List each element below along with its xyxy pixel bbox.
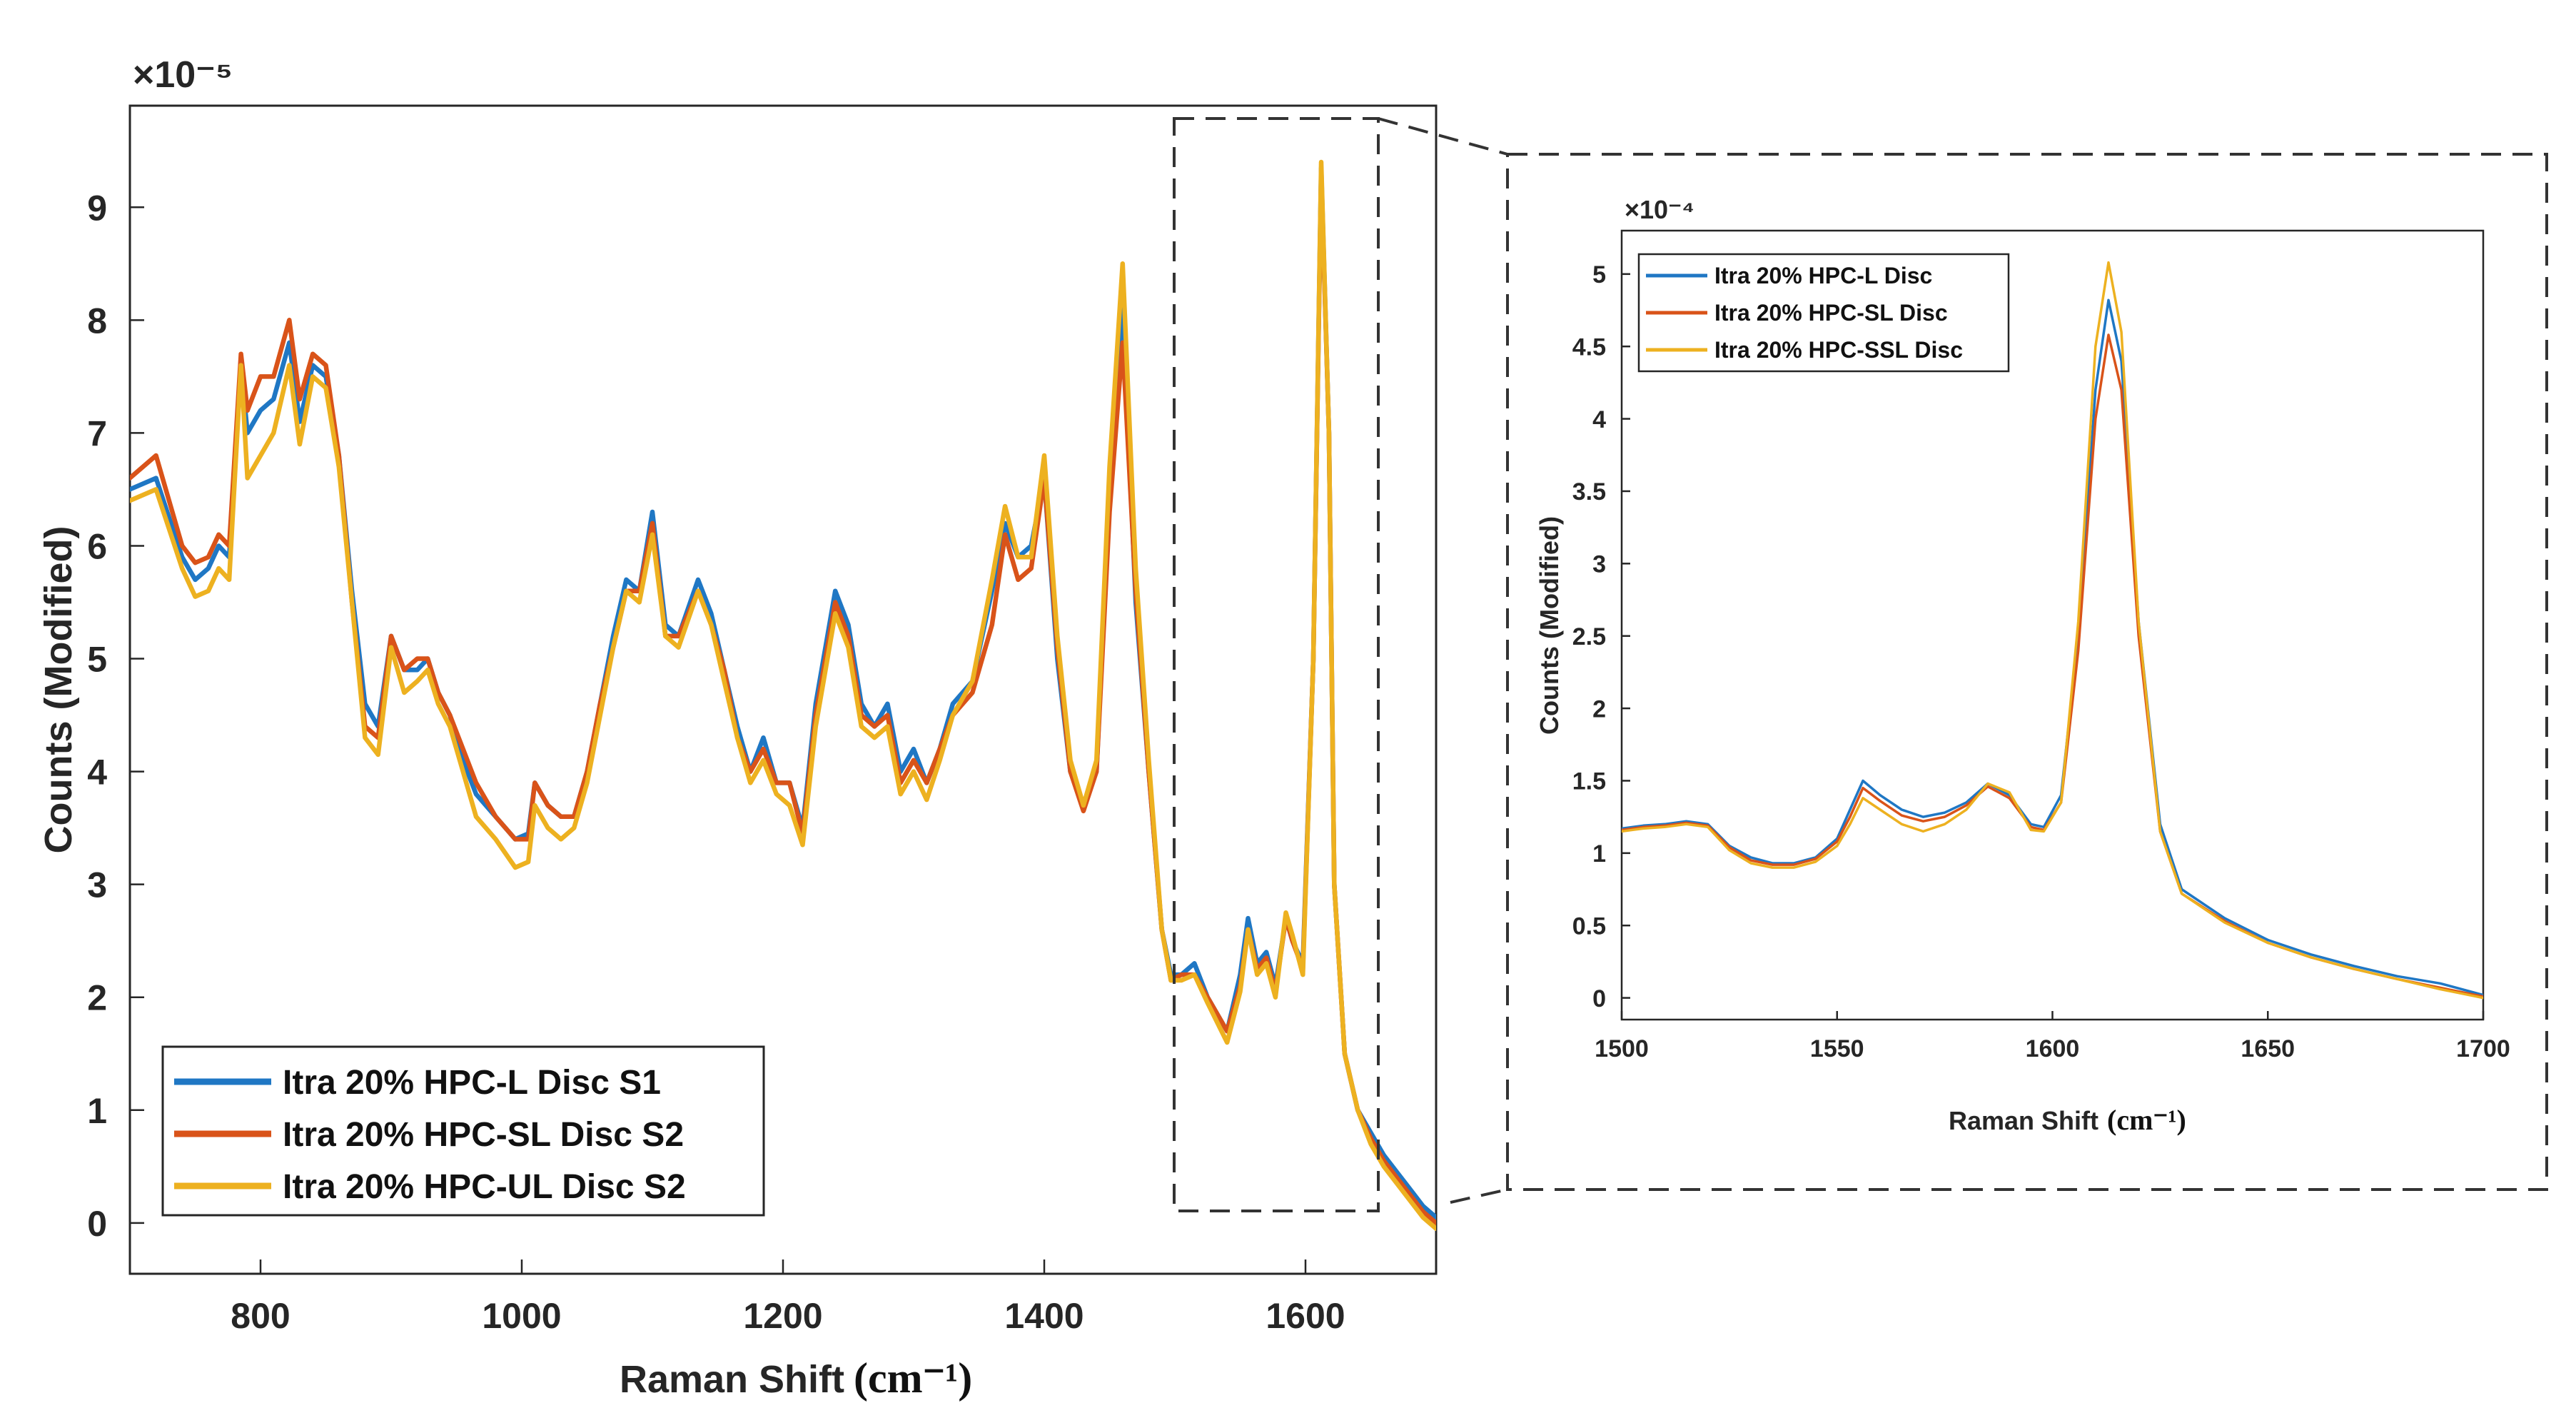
inset-y-tick-label: 0: [1592, 985, 1606, 1012]
zoom-connector-bottom: [1450, 1188, 1508, 1204]
inset-series-lines: [1622, 261, 2483, 1000]
main-x-tick-label: 1200: [743, 1296, 822, 1336]
inset-x-tick-label: 1500: [1595, 1035, 1649, 1062]
inset-y-tick-label: 3.5: [1572, 478, 1606, 506]
main-legend-entry: Itra 20% HPC-L Disc S1: [174, 1064, 661, 1102]
inset-y-tick-label: 5: [1592, 261, 1606, 288]
main-legend-label-2: Itra 20% HPC-SL Disc S2: [283, 1116, 684, 1154]
inset-y-tick-label: 2.5: [1572, 623, 1606, 650]
main-legend-entry: Itra 20% HPC-UL Disc S2: [174, 1168, 686, 1206]
inset-y-tick-label: 0.5: [1572, 912, 1606, 940]
inset-y-tick-label: 1: [1592, 840, 1606, 868]
main-y-tick-label: 0: [87, 1204, 107, 1244]
inset-legend-label-3: Itra 20% HPC-SSL Disc: [1714, 337, 1963, 363]
main-x-axis-label: Raman Shift: [620, 1358, 844, 1401]
inset-panel-box: [1506, 153, 2548, 1191]
main-x-tick-label: 1000: [482, 1296, 561, 1336]
zoom-region-box: [1173, 117, 1380, 1212]
inset-legend-entry: Itra 20% HPC-L Disc: [1646, 263, 1932, 288]
main-y-axis-label: Counts (Modified): [37, 526, 80, 854]
inset-legend: Itra 20% HPC-L Disc Itra 20% HPC-SL Disc…: [1637, 253, 2010, 373]
inset-legend-entry: Itra 20% HPC-SSL Disc: [1646, 337, 1963, 363]
inset-y-tick-label: 3: [1592, 551, 1606, 578]
main-series-line-3: [130, 159, 1436, 1232]
inset-legend-label-1: Itra 20% HPC-L Disc: [1714, 263, 1932, 288]
main-x-tick-label: 1400: [1004, 1296, 1084, 1336]
main-x-tick-label: 800: [231, 1296, 290, 1336]
main-y-tick-label: 7: [87, 413, 107, 453]
main-chart: 0 1 2 3 4 5 6 7 8 9 800 1000 1200 1400 1600 ×10⁻⁵ Cou…: [37, 54, 1438, 1402]
inset-x-axis-label: Raman Shift: [1949, 1106, 2098, 1135]
main-y-tick-label: 3: [87, 865, 107, 905]
main-y-tick-label: 1: [87, 1091, 107, 1131]
inset-y-tick-label: 4: [1592, 406, 1606, 433]
main-x-ticks: 800 1000 1200 1400 1600: [231, 1259, 1345, 1336]
main-y-tick-label: 8: [87, 301, 107, 341]
inset-x-tick-label: 1650: [2241, 1035, 2295, 1062]
main-y-tick-label: 6: [87, 526, 107, 566]
inset-legend-entry: Itra 20% HPC-SL Disc: [1646, 300, 1948, 326]
main-x-axis-unit: (cm⁻¹): [854, 1354, 972, 1402]
main-series-lines: [130, 159, 1436, 1232]
inset-chart: 0 0.5 1 1.5 2 2.5 3 3.5 4 4.5 5 1500 1550 1600 1650 17…: [1535, 195, 2510, 1136]
inset-y-exponent: ×10⁻⁴: [1625, 195, 1694, 224]
inset-x-axis-title: Raman Shift (cm⁻¹): [1949, 1104, 2186, 1136]
main-y-exponent: ×10⁻⁵: [133, 54, 233, 96]
zoom-connector-top: [1378, 117, 1508, 156]
main-legend-label-3: Itra 20% HPC-UL Disc S2: [283, 1168, 686, 1206]
inset-x-axis-unit: (cm⁻¹): [2107, 1104, 2186, 1136]
main-legend-entry: Itra 20% HPC-SL Disc S2: [174, 1116, 684, 1154]
inset-x-tick-label: 1550: [1810, 1035, 1864, 1062]
inset-series-line-3: [1622, 261, 2483, 1000]
main-y-tick-label: 2: [87, 978, 107, 1018]
inset-x-tick-label: 1600: [2026, 1035, 2080, 1062]
inset-y-ticks: 0 0.5 1 1.5 2 2.5 3 3.5 4 4.5 5: [1572, 261, 1630, 1012]
main-x-axis-title: Raman Shift (cm⁻¹): [620, 1354, 972, 1402]
main-y-ticks: 0 1 2 3 4 5 6 7 8 9: [87, 188, 144, 1244]
main-y-tick-label: 4: [87, 753, 107, 793]
inset-x-tick-label: 1700: [2456, 1035, 2510, 1062]
inset-y-tick-label: 2: [1592, 695, 1606, 723]
main-y-tick-label: 5: [87, 640, 107, 680]
inset-legend-label-2: Itra 20% HPC-SL Disc: [1714, 300, 1948, 326]
inset-y-tick-label: 4.5: [1572, 333, 1606, 361]
main-legend: Itra 20% HPC-L Disc S1 Itra 20% HPC-SL D…: [161, 1045, 765, 1217]
inset-x-ticks: 1500 1550 1600 1650 1700: [1595, 1011, 2510, 1062]
main-y-tick-label: 9: [87, 188, 107, 228]
inset-y-tick-label: 1.5: [1572, 768, 1606, 795]
main-x-tick-label: 1600: [1266, 1296, 1345, 1336]
inset-y-axis-label: Counts (Modified): [1535, 516, 1564, 735]
main-legend-label-1: Itra 20% HPC-L Disc S1: [283, 1064, 661, 1102]
